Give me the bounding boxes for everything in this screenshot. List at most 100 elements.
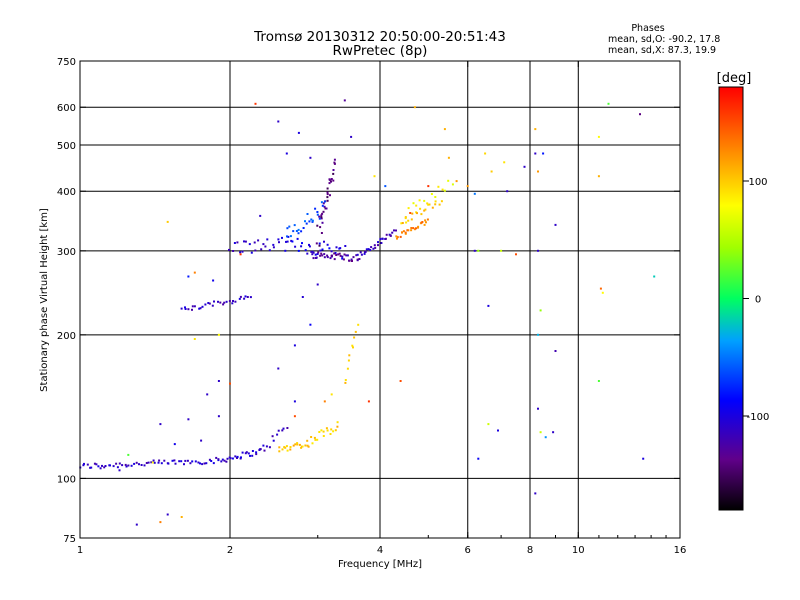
echo-point (418, 199, 421, 202)
echo-point (542, 152, 545, 155)
echo-point (314, 438, 317, 441)
echo-point (335, 254, 338, 256)
echo-point (295, 230, 298, 232)
echo-point (215, 456, 218, 459)
echo-point (415, 227, 417, 230)
echo-point (90, 466, 93, 469)
echo-point (320, 201, 323, 204)
echo-point (310, 436, 313, 438)
echo-point (339, 254, 342, 257)
echo-point (308, 220, 311, 223)
echo-point (255, 453, 258, 456)
echo-point (431, 206, 434, 209)
echo-point (348, 354, 351, 357)
echo-point (503, 161, 506, 164)
echo-point (353, 336, 356, 339)
echo-point (357, 323, 360, 326)
echo-point (330, 250, 333, 253)
echo-point (344, 379, 347, 381)
echo-point (447, 156, 450, 159)
echo-point (306, 439, 309, 442)
echo-point (294, 443, 297, 446)
echo-point (384, 185, 387, 188)
echo-point (285, 445, 288, 448)
echo-point (434, 203, 437, 206)
echo-point (223, 301, 226, 304)
echo-point (320, 216, 323, 219)
echo-point (272, 439, 275, 442)
echo-point (250, 251, 253, 254)
echo-point (184, 306, 186, 309)
echo-point (343, 253, 346, 256)
echo-point (286, 449, 289, 452)
echo-point (323, 205, 326, 208)
echo-point (281, 236, 283, 239)
echo-point (191, 308, 193, 311)
echo-point (268, 446, 271, 449)
echo-point (427, 203, 430, 206)
echo-point (296, 442, 299, 445)
echo-point (308, 243, 310, 246)
echo-point (506, 190, 509, 193)
echo-point (354, 330, 357, 333)
echo-point (326, 191, 329, 194)
echo-point (333, 252, 336, 255)
echo-point (363, 252, 366, 255)
echo-point (395, 229, 397, 232)
echo-point (393, 229, 395, 232)
echo-point (206, 393, 209, 396)
echo-point (82, 464, 85, 467)
echo-point (173, 459, 176, 462)
y-tick-label: 75 (63, 534, 76, 545)
echo-point (140, 464, 143, 466)
y-tick-label: 200 (57, 331, 76, 342)
echo-point (341, 257, 344, 260)
echo-point (217, 415, 220, 418)
echo-point (255, 451, 258, 454)
echo-point (135, 461, 138, 464)
echo-point (412, 202, 415, 205)
axis-ticks: 1 2 4 6 8 10 16 75 100 200 300 400 500 600 750 (57, 57, 686, 556)
echo-point (477, 457, 480, 460)
echo-point (296, 237, 299, 240)
x-axis-label: Frequency [MHz] (338, 559, 422, 570)
echo-point (194, 460, 197, 463)
echo-point (350, 135, 353, 138)
x-tick-label: 10 (572, 545, 585, 556)
echo-point (305, 222, 308, 225)
echo-point (297, 228, 300, 231)
echo-point (318, 242, 321, 245)
echo-point (243, 297, 246, 300)
echo-point (278, 450, 281, 453)
echo-point (534, 492, 537, 495)
echo-point (319, 226, 322, 229)
echo-point (424, 208, 427, 211)
echo-point (315, 256, 318, 259)
echo-point (597, 175, 600, 178)
echo-point (282, 427, 285, 430)
echo-point (217, 333, 220, 336)
echo-point (428, 203, 431, 206)
echo-point (334, 429, 337, 432)
echo-point (373, 244, 376, 247)
echo-point (239, 251, 242, 254)
echo-point (554, 350, 557, 352)
echo-point (339, 247, 342, 250)
echo-point (191, 305, 194, 308)
echo-point (484, 152, 487, 155)
echo-point (316, 213, 319, 216)
echo-point (407, 207, 410, 210)
echo-point (238, 297, 241, 300)
echo-point (103, 466, 106, 469)
echo-point (328, 182, 331, 185)
echo-point (180, 460, 183, 463)
echo-point (430, 193, 433, 195)
echo-point (277, 367, 280, 370)
echo-point (346, 367, 349, 370)
echo-point (145, 462, 148, 464)
echo-point (537, 407, 539, 410)
echo-point (284, 446, 287, 449)
echo-point (329, 194, 331, 197)
echo-point (351, 344, 354, 347)
x-tick-label: 6 (465, 545, 471, 556)
